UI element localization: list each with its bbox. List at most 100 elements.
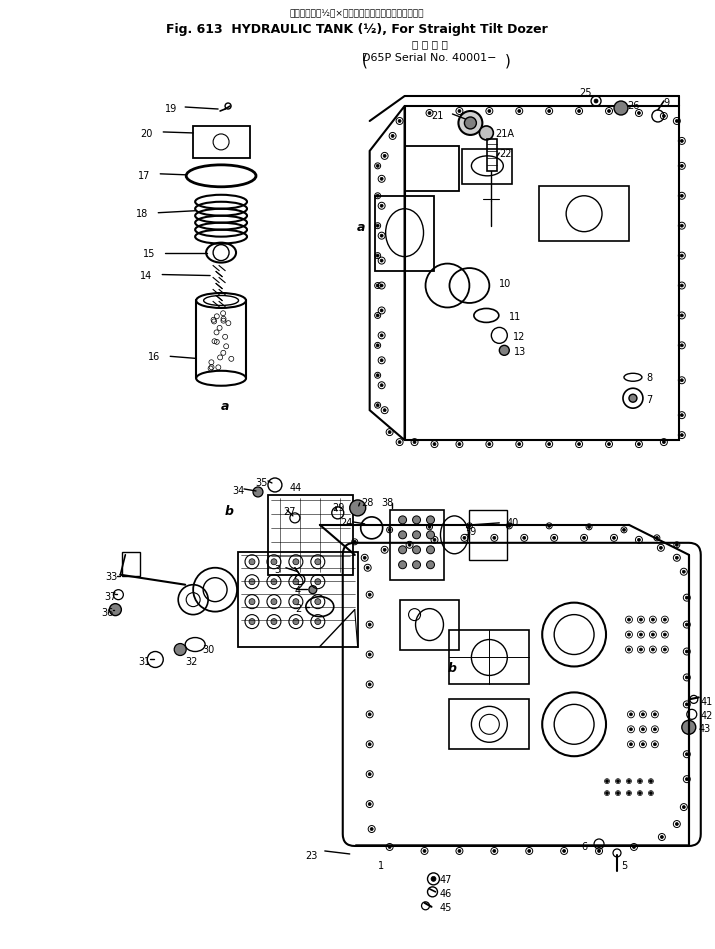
Circle shape — [661, 835, 664, 839]
Text: Fig. 613  HYDRAULIC TANK (½), For Straight Tilt Dozer: Fig. 613 HYDRAULIC TANK (½), For Straigh… — [166, 23, 548, 36]
Circle shape — [427, 530, 435, 539]
Circle shape — [380, 309, 383, 312]
Circle shape — [641, 713, 644, 716]
Text: 29: 29 — [332, 503, 344, 512]
Circle shape — [388, 529, 391, 531]
Circle shape — [109, 604, 122, 616]
Circle shape — [508, 525, 511, 528]
Circle shape — [413, 530, 420, 539]
Text: b: b — [225, 505, 234, 518]
Bar — [238, 551, 358, 646]
Circle shape — [368, 653, 371, 656]
Circle shape — [391, 135, 394, 138]
Circle shape — [518, 442, 521, 446]
Circle shape — [639, 648, 642, 651]
Circle shape — [548, 442, 551, 446]
Circle shape — [628, 618, 631, 621]
Bar — [193, 126, 250, 158]
Circle shape — [431, 876, 436, 882]
Text: ): ) — [506, 53, 511, 68]
Circle shape — [578, 442, 581, 446]
Text: 12: 12 — [513, 332, 526, 343]
Circle shape — [368, 623, 371, 626]
Circle shape — [680, 414, 684, 417]
Circle shape — [398, 530, 407, 539]
Circle shape — [682, 570, 685, 573]
Circle shape — [659, 547, 662, 549]
Circle shape — [174, 643, 186, 656]
Circle shape — [383, 549, 386, 551]
Circle shape — [641, 728, 644, 731]
Circle shape — [664, 648, 666, 651]
Circle shape — [628, 633, 631, 636]
Circle shape — [654, 728, 656, 731]
Circle shape — [553, 536, 556, 539]
Circle shape — [680, 164, 684, 167]
Circle shape — [685, 753, 689, 755]
Text: 36: 36 — [102, 607, 114, 618]
Text: 25: 25 — [579, 88, 591, 98]
Circle shape — [380, 204, 383, 207]
Circle shape — [271, 599, 277, 605]
Circle shape — [380, 383, 383, 387]
Circle shape — [680, 195, 684, 197]
Circle shape — [685, 623, 689, 626]
Circle shape — [639, 633, 642, 636]
Circle shape — [380, 177, 383, 180]
Text: 8: 8 — [646, 373, 652, 383]
Circle shape — [433, 538, 436, 541]
Circle shape — [458, 111, 483, 135]
Text: 46: 46 — [440, 889, 452, 899]
Circle shape — [398, 440, 401, 443]
Circle shape — [638, 780, 641, 783]
Circle shape — [353, 540, 356, 544]
Circle shape — [376, 195, 379, 197]
Circle shape — [408, 544, 411, 547]
Bar — [450, 699, 529, 750]
Circle shape — [608, 109, 611, 113]
Circle shape — [271, 579, 277, 585]
Text: D65P Serial No. 40001−: D65P Serial No. 40001− — [363, 53, 497, 64]
Text: 43: 43 — [699, 724, 711, 735]
Circle shape — [499, 345, 509, 355]
Text: a: a — [221, 400, 230, 413]
Circle shape — [680, 379, 684, 381]
Circle shape — [594, 99, 598, 103]
Circle shape — [638, 111, 641, 115]
Circle shape — [616, 791, 619, 794]
Text: 20: 20 — [140, 129, 153, 139]
Circle shape — [368, 743, 371, 746]
Circle shape — [380, 234, 383, 237]
Circle shape — [629, 728, 633, 731]
Text: 3: 3 — [274, 565, 280, 575]
Circle shape — [578, 109, 581, 113]
Circle shape — [271, 559, 277, 565]
Bar — [470, 510, 508, 560]
Circle shape — [309, 586, 317, 594]
Circle shape — [271, 619, 277, 624]
Circle shape — [368, 713, 371, 716]
Circle shape — [606, 791, 608, 794]
Circle shape — [368, 803, 371, 806]
Circle shape — [458, 442, 461, 446]
Bar — [122, 551, 140, 576]
Circle shape — [629, 713, 633, 716]
Circle shape — [468, 525, 471, 528]
Bar — [268, 495, 352, 575]
Text: 13: 13 — [514, 347, 526, 358]
Circle shape — [662, 440, 666, 443]
Circle shape — [664, 618, 666, 621]
Circle shape — [548, 525, 551, 528]
Circle shape — [664, 633, 666, 636]
Circle shape — [413, 440, 416, 443]
Circle shape — [685, 596, 689, 599]
Circle shape — [427, 546, 435, 554]
Circle shape — [680, 434, 684, 437]
Text: b: b — [448, 662, 456, 676]
Circle shape — [518, 109, 521, 113]
Text: 6: 6 — [581, 842, 587, 852]
Bar — [390, 510, 445, 580]
Circle shape — [249, 599, 255, 605]
Circle shape — [628, 791, 631, 794]
Circle shape — [680, 140, 684, 142]
